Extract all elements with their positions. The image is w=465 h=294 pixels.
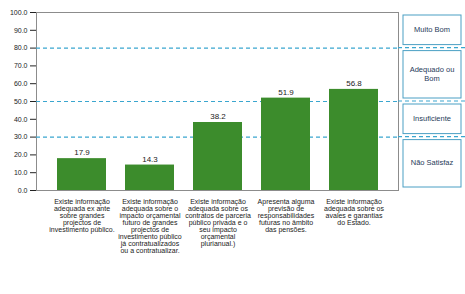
svg-text:80.0: 80.0 xyxy=(14,44,28,51)
svg-text:Existe informaçãoadequada ex a: Existe informaçãoadequada ex antesobre g… xyxy=(49,198,114,234)
svg-text:14.3: 14.3 xyxy=(142,155,158,164)
svg-text:Adequado ou: Adequado ou xyxy=(410,65,455,74)
svg-text:0.0: 0.0 xyxy=(18,187,28,194)
svg-text:40.0: 40.0 xyxy=(14,116,28,123)
svg-text:17.9: 17.9 xyxy=(74,148,90,157)
svg-text:Existe informaçãoadequada sobr: Existe informaçãoadequada sobre oimpacto… xyxy=(118,198,182,254)
svg-text:Muito Bom: Muito Bom xyxy=(414,25,450,34)
svg-text:10.0: 10.0 xyxy=(14,169,28,176)
svg-text:20.0: 20.0 xyxy=(14,151,28,158)
svg-text:Não Satisfaz: Não Satisfaz xyxy=(411,158,454,167)
svg-text:Apresenta algumaprevisão deres: Apresenta algumaprevisão deresponsabilid… xyxy=(258,198,315,234)
svg-text:Existe informaçãoadequada sobr: Existe informaçãoadequada sobre oscontra… xyxy=(185,198,251,248)
svg-text:51.9: 51.9 xyxy=(278,88,294,97)
svg-text:Existe informaçãoadequada sobr: Existe informaçãoadequada sobre osavales… xyxy=(324,198,384,226)
svg-text:38.2: 38.2 xyxy=(210,112,226,121)
svg-text:100.0: 100.0 xyxy=(10,9,28,16)
svg-text:60.0: 60.0 xyxy=(14,80,28,87)
svg-text:90.0: 90.0 xyxy=(14,27,28,34)
svg-text:Insuficiente: Insuficiente xyxy=(413,114,451,123)
svg-text:Bom: Bom xyxy=(424,74,439,83)
svg-text:50.0: 50.0 xyxy=(14,98,28,105)
svg-text:70.0: 70.0 xyxy=(14,62,28,69)
svg-text:30.0: 30.0 xyxy=(14,133,28,140)
svg-text:56.8: 56.8 xyxy=(346,79,362,88)
